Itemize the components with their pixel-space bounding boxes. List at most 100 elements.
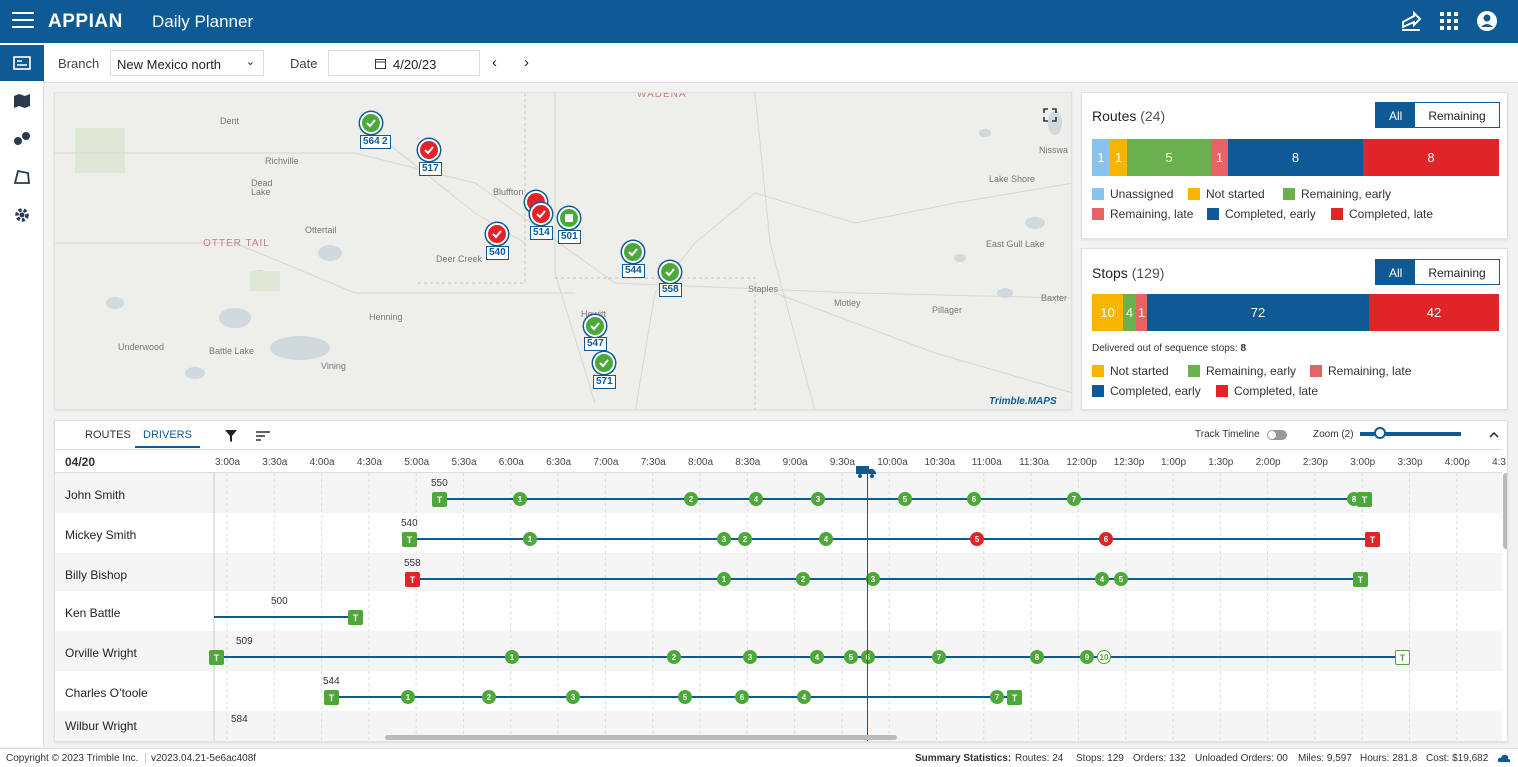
stop-node[interactable]: 10: [1097, 650, 1111, 664]
next-date-icon[interactable]: ›: [524, 54, 529, 71]
branch-select[interactable]: New Mexico north ⌄: [110, 50, 264, 76]
stop-node[interactable]: 3: [811, 492, 825, 506]
route-line[interactable]: [409, 538, 1373, 540]
stops-segment-remaining-late[interactable]: 1: [1136, 294, 1147, 331]
map-marker[interactable]: [360, 112, 382, 134]
route-start-terminal[interactable]: T: [209, 650, 224, 665]
routes-segment-completed-early[interactable]: 8: [1228, 139, 1363, 176]
hamburger-menu-icon[interactable]: [12, 12, 34, 30]
nav-planner[interactable]: [0, 45, 44, 81]
routes-segment-completed-late[interactable]: 8: [1363, 139, 1499, 176]
driver-name[interactable]: Orville Wright: [65, 646, 137, 660]
map-panel[interactable]: WADENA Dent Richville Dead Lake OTTER TA…: [54, 92, 1072, 410]
zoom-slider-thumb[interactable]: [1374, 427, 1387, 439]
map-marker[interactable]: [584, 315, 606, 337]
route-start-terminal[interactable]: T: [324, 690, 339, 705]
collapse-chevron-icon[interactable]: [1489, 431, 1499, 438]
route-end-terminal[interactable]: T: [1353, 572, 1368, 587]
routes-segment-remaining-late[interactable]: 1: [1211, 139, 1228, 176]
routes-all-button[interactable]: All: [1376, 103, 1416, 127]
map-marker[interactable]: [530, 203, 552, 225]
nav-map[interactable]: [0, 83, 44, 119]
stop-node[interactable]: 1: [717, 572, 731, 586]
stop-node[interactable]: 6: [1099, 532, 1113, 546]
filter-icon[interactable]: [225, 430, 237, 442]
nav-routes[interactable]: [0, 121, 44, 157]
route-line[interactable]: [214, 616, 355, 618]
stops-segment-completed-late[interactable]: 42: [1369, 294, 1499, 331]
driver-row[interactable]: [55, 473, 1502, 513]
zoom-slider[interactable]: [1360, 427, 1461, 439]
stop-node[interactable]: 7: [932, 650, 946, 664]
stop-node[interactable]: 2: [667, 650, 681, 664]
previous-date-icon[interactable]: ‹: [492, 54, 497, 71]
route-start-terminal[interactable]: T: [405, 572, 420, 587]
route-line[interactable]: [215, 656, 1400, 658]
stop-node[interactable]: 2: [796, 572, 810, 586]
map-marker[interactable]: [659, 261, 681, 283]
driver-name[interactable]: Wilbur Wright: [65, 719, 137, 733]
stop-node[interactable]: 2: [482, 690, 496, 704]
stop-node[interactable]: 1: [401, 690, 415, 704]
stop-node[interactable]: 3: [717, 532, 731, 546]
map-marker[interactable]: [593, 352, 615, 374]
route-line[interactable]: [332, 696, 1015, 698]
route-start-terminal[interactable]: T: [432, 492, 447, 507]
user-account-icon[interactable]: [1476, 10, 1498, 32]
stop-node[interactable]: 5: [1114, 572, 1128, 586]
map-marker[interactable]: [558, 207, 580, 229]
stop-node[interactable]: 6: [861, 650, 875, 664]
stops-remaining-button[interactable]: Remaining: [1428, 266, 1486, 280]
tab-routes[interactable]: ROUTES: [85, 429, 131, 441]
driver-name[interactable]: Billy Bishop: [65, 568, 128, 582]
tab-drivers[interactable]: DRIVERS: [135, 429, 200, 448]
routes-segment-unassigned[interactable]: 1: [1092, 139, 1110, 176]
route-start-terminal[interactable]: T: [402, 532, 417, 547]
vertical-scrollbar[interactable]: [1503, 473, 1507, 549]
stop-node[interactable]: 6: [967, 492, 981, 506]
driver-name[interactable]: Ken Battle: [65, 606, 121, 620]
nav-settings[interactable]: [0, 197, 44, 233]
stop-node[interactable]: 5: [970, 532, 984, 546]
driver-row[interactable]: [55, 553, 1502, 591]
stops-segment-completed-early[interactable]: 72: [1147, 294, 1369, 331]
nav-territories[interactable]: [0, 159, 44, 195]
stops-segment-not-started[interactable]: 10: [1092, 294, 1123, 331]
send-icon[interactable]: [1400, 10, 1422, 32]
sort-icon[interactable]: [256, 431, 270, 441]
stop-node[interactable]: 7: [990, 690, 1004, 704]
map-marker[interactable]: [622, 241, 644, 263]
stop-node[interactable]: 5: [844, 650, 858, 664]
map-marker[interactable]: [418, 139, 440, 161]
horizontal-scrollbar[interactable]: [385, 735, 897, 740]
stop-node[interactable]: 4: [819, 532, 833, 546]
stop-node[interactable]: 8: [1030, 650, 1044, 664]
route-end-terminal[interactable]: T: [348, 610, 363, 625]
stop-node[interactable]: 4: [749, 492, 763, 506]
fullscreen-icon[interactable]: [1043, 108, 1057, 122]
stop-node[interactable]: 9: [1080, 650, 1094, 664]
apps-grid-icon[interactable]: [1438, 10, 1460, 32]
stops-all-button[interactable]: All: [1376, 260, 1416, 284]
stop-node[interactable]: 2: [738, 532, 752, 546]
routes-segment-not-started[interactable]: 1: [1110, 139, 1127, 176]
stop-node[interactable]: 1: [505, 650, 519, 664]
stop-node[interactable]: 4: [810, 650, 824, 664]
stop-node[interactable]: 5: [898, 492, 912, 506]
driver-name[interactable]: John Smith: [65, 488, 126, 502]
route-end-terminal[interactable]: T: [1007, 690, 1022, 705]
stop-node[interactable]: 6: [735, 690, 749, 704]
route-end-terminal[interactable]: T: [1395, 650, 1410, 665]
route-end-terminal[interactable]: T: [1365, 532, 1380, 547]
driver-name[interactable]: Charles O’toole: [65, 686, 148, 700]
route-end-terminal[interactable]: T: [1357, 492, 1372, 507]
stop-node[interactable]: 1: [523, 532, 537, 546]
driver-row[interactable]: [55, 631, 1502, 671]
driver-name[interactable]: Mickey Smith: [65, 528, 137, 542]
stop-node[interactable]: 3: [743, 650, 757, 664]
map-marker[interactable]: [486, 223, 508, 245]
stop-node[interactable]: 1: [513, 492, 527, 506]
stops-segment-remaining-early[interactable]: 4: [1123, 294, 1136, 331]
route-line[interactable]: [412, 578, 1360, 580]
routes-segment-remaining-early[interactable]: 5: [1127, 139, 1211, 176]
